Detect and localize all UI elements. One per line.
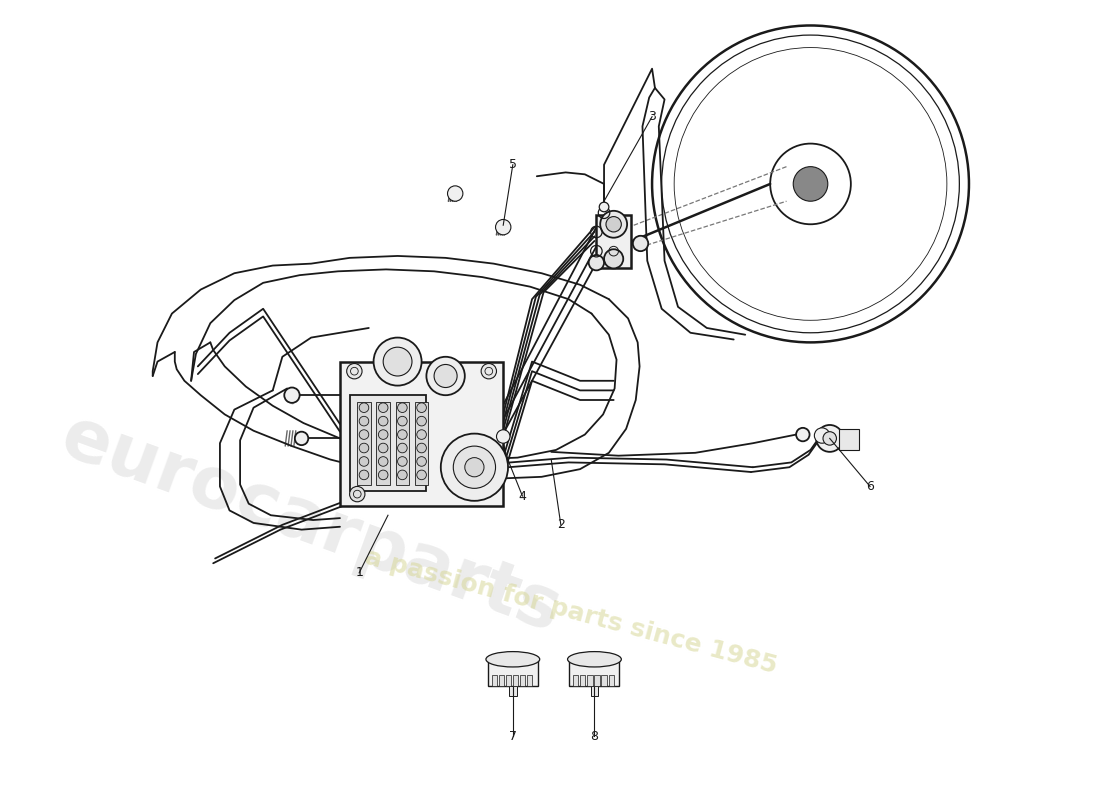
Text: 1: 1	[355, 566, 363, 579]
Circle shape	[374, 338, 421, 386]
Circle shape	[453, 446, 495, 488]
Circle shape	[378, 430, 388, 439]
Text: 3: 3	[648, 110, 656, 123]
Text: a passion for parts since 1985: a passion for parts since 1985	[362, 545, 779, 678]
Bar	[396, 402, 409, 485]
Circle shape	[600, 202, 609, 212]
Bar	[506, 674, 510, 686]
Circle shape	[604, 250, 624, 269]
Circle shape	[360, 470, 368, 480]
Circle shape	[796, 428, 810, 442]
Circle shape	[378, 470, 388, 480]
Bar	[573, 674, 579, 686]
Circle shape	[397, 443, 407, 453]
Bar	[340, 362, 503, 506]
Bar	[492, 674, 497, 686]
Circle shape	[823, 432, 836, 445]
Circle shape	[378, 457, 388, 466]
Text: 6: 6	[866, 480, 874, 493]
Circle shape	[417, 403, 427, 413]
Bar	[415, 402, 428, 485]
Circle shape	[417, 470, 427, 480]
Circle shape	[360, 416, 368, 426]
Circle shape	[427, 357, 465, 395]
Text: 2: 2	[557, 518, 564, 531]
Bar	[594, 674, 600, 686]
Circle shape	[397, 430, 407, 439]
Circle shape	[383, 347, 412, 376]
Bar	[591, 686, 598, 696]
Bar	[520, 674, 525, 686]
Circle shape	[434, 365, 458, 387]
Circle shape	[606, 217, 621, 232]
Circle shape	[816, 425, 844, 452]
Circle shape	[417, 430, 427, 439]
Bar	[488, 659, 538, 686]
Text: eurocarparts: eurocarparts	[52, 402, 571, 647]
Circle shape	[350, 486, 365, 502]
Text: 7: 7	[509, 730, 517, 742]
Circle shape	[601, 211, 627, 238]
Circle shape	[346, 363, 362, 379]
Circle shape	[793, 166, 828, 202]
Circle shape	[378, 403, 388, 413]
Text: 8: 8	[591, 730, 598, 742]
Ellipse shape	[568, 652, 622, 667]
Circle shape	[360, 403, 368, 413]
Bar	[587, 674, 593, 686]
Circle shape	[378, 416, 388, 426]
Bar	[570, 659, 619, 686]
Bar	[527, 674, 532, 686]
Bar	[581, 674, 585, 686]
Circle shape	[481, 363, 496, 379]
Circle shape	[441, 434, 508, 501]
Circle shape	[397, 470, 407, 480]
Bar	[596, 214, 631, 269]
Circle shape	[360, 430, 368, 439]
Circle shape	[417, 416, 427, 426]
Circle shape	[632, 236, 648, 251]
Text: 4: 4	[518, 490, 527, 502]
Bar	[376, 402, 389, 485]
Circle shape	[397, 457, 407, 466]
Bar	[608, 674, 614, 686]
Circle shape	[814, 428, 829, 443]
Ellipse shape	[486, 652, 540, 667]
Circle shape	[360, 443, 368, 453]
Circle shape	[360, 457, 368, 466]
Circle shape	[397, 403, 407, 413]
Bar	[498, 674, 504, 686]
Circle shape	[397, 416, 407, 426]
Circle shape	[378, 443, 388, 453]
Circle shape	[417, 443, 427, 453]
Bar	[358, 402, 371, 485]
Circle shape	[295, 432, 308, 445]
Text: 5: 5	[509, 158, 517, 171]
Circle shape	[588, 255, 604, 270]
Circle shape	[284, 387, 299, 403]
Circle shape	[495, 219, 510, 235]
Bar	[839, 429, 858, 450]
Circle shape	[417, 457, 427, 466]
Bar	[602, 674, 606, 686]
Bar	[509, 686, 517, 696]
Circle shape	[448, 186, 463, 202]
Circle shape	[496, 430, 510, 443]
Bar	[350, 395, 427, 491]
Bar	[513, 674, 518, 686]
Circle shape	[465, 458, 484, 477]
